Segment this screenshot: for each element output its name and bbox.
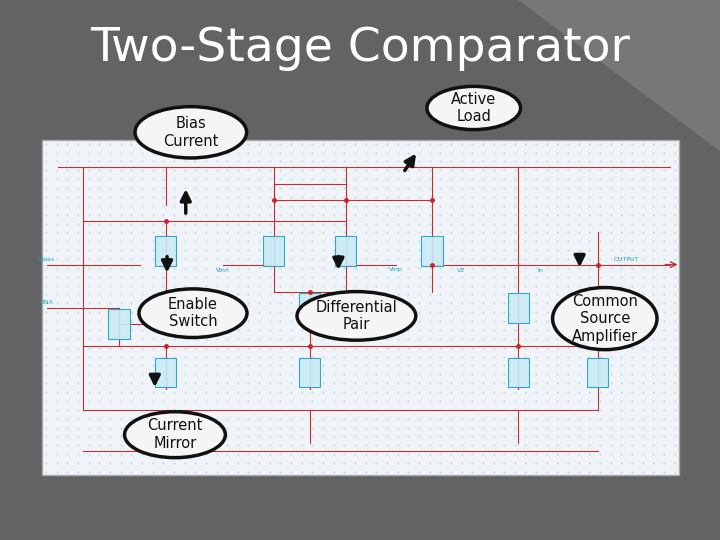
- Ellipse shape: [125, 411, 225, 458]
- Text: Active
Load: Active Load: [451, 92, 496, 124]
- Text: Enable
Switch: Enable Switch: [168, 297, 218, 329]
- Bar: [263, 236, 284, 266]
- Bar: [299, 358, 320, 388]
- Bar: [155, 298, 176, 328]
- Text: Two-Stage Comparator: Two-Stage Comparator: [90, 26, 630, 71]
- Bar: [421, 236, 443, 266]
- Text: Differential
Pair: Differential Pair: [315, 300, 397, 332]
- Bar: [155, 358, 176, 388]
- Text: OUTPUT: OUTPUT: [613, 256, 639, 262]
- Ellipse shape: [552, 287, 657, 350]
- Bar: [299, 293, 320, 322]
- Text: V2: V2: [456, 267, 465, 273]
- Text: In: In: [537, 267, 543, 273]
- Bar: [587, 358, 608, 388]
- Text: Bias
Current: Bias Current: [163, 116, 218, 148]
- Ellipse shape: [297, 292, 416, 340]
- Text: Common
Source
Amplifier: Common Source Amplifier: [572, 294, 638, 343]
- Bar: [108, 309, 130, 339]
- Text: Current
Mirror: Current Mirror: [148, 418, 202, 451]
- Bar: [155, 236, 176, 266]
- Bar: [508, 293, 529, 322]
- Text: Vbias: Vbias: [38, 256, 55, 262]
- Ellipse shape: [427, 86, 521, 130]
- Bar: [335, 236, 356, 266]
- Ellipse shape: [139, 289, 247, 338]
- Bar: [587, 293, 608, 322]
- Text: ENA: ENA: [40, 300, 53, 305]
- Polygon shape: [518, 0, 720, 151]
- Text: Vinp: Vinp: [389, 267, 403, 273]
- Ellipse shape: [135, 107, 246, 158]
- Bar: [42, 140, 679, 475]
- Text: Vinn: Vinn: [216, 267, 230, 273]
- Bar: [508, 358, 529, 388]
